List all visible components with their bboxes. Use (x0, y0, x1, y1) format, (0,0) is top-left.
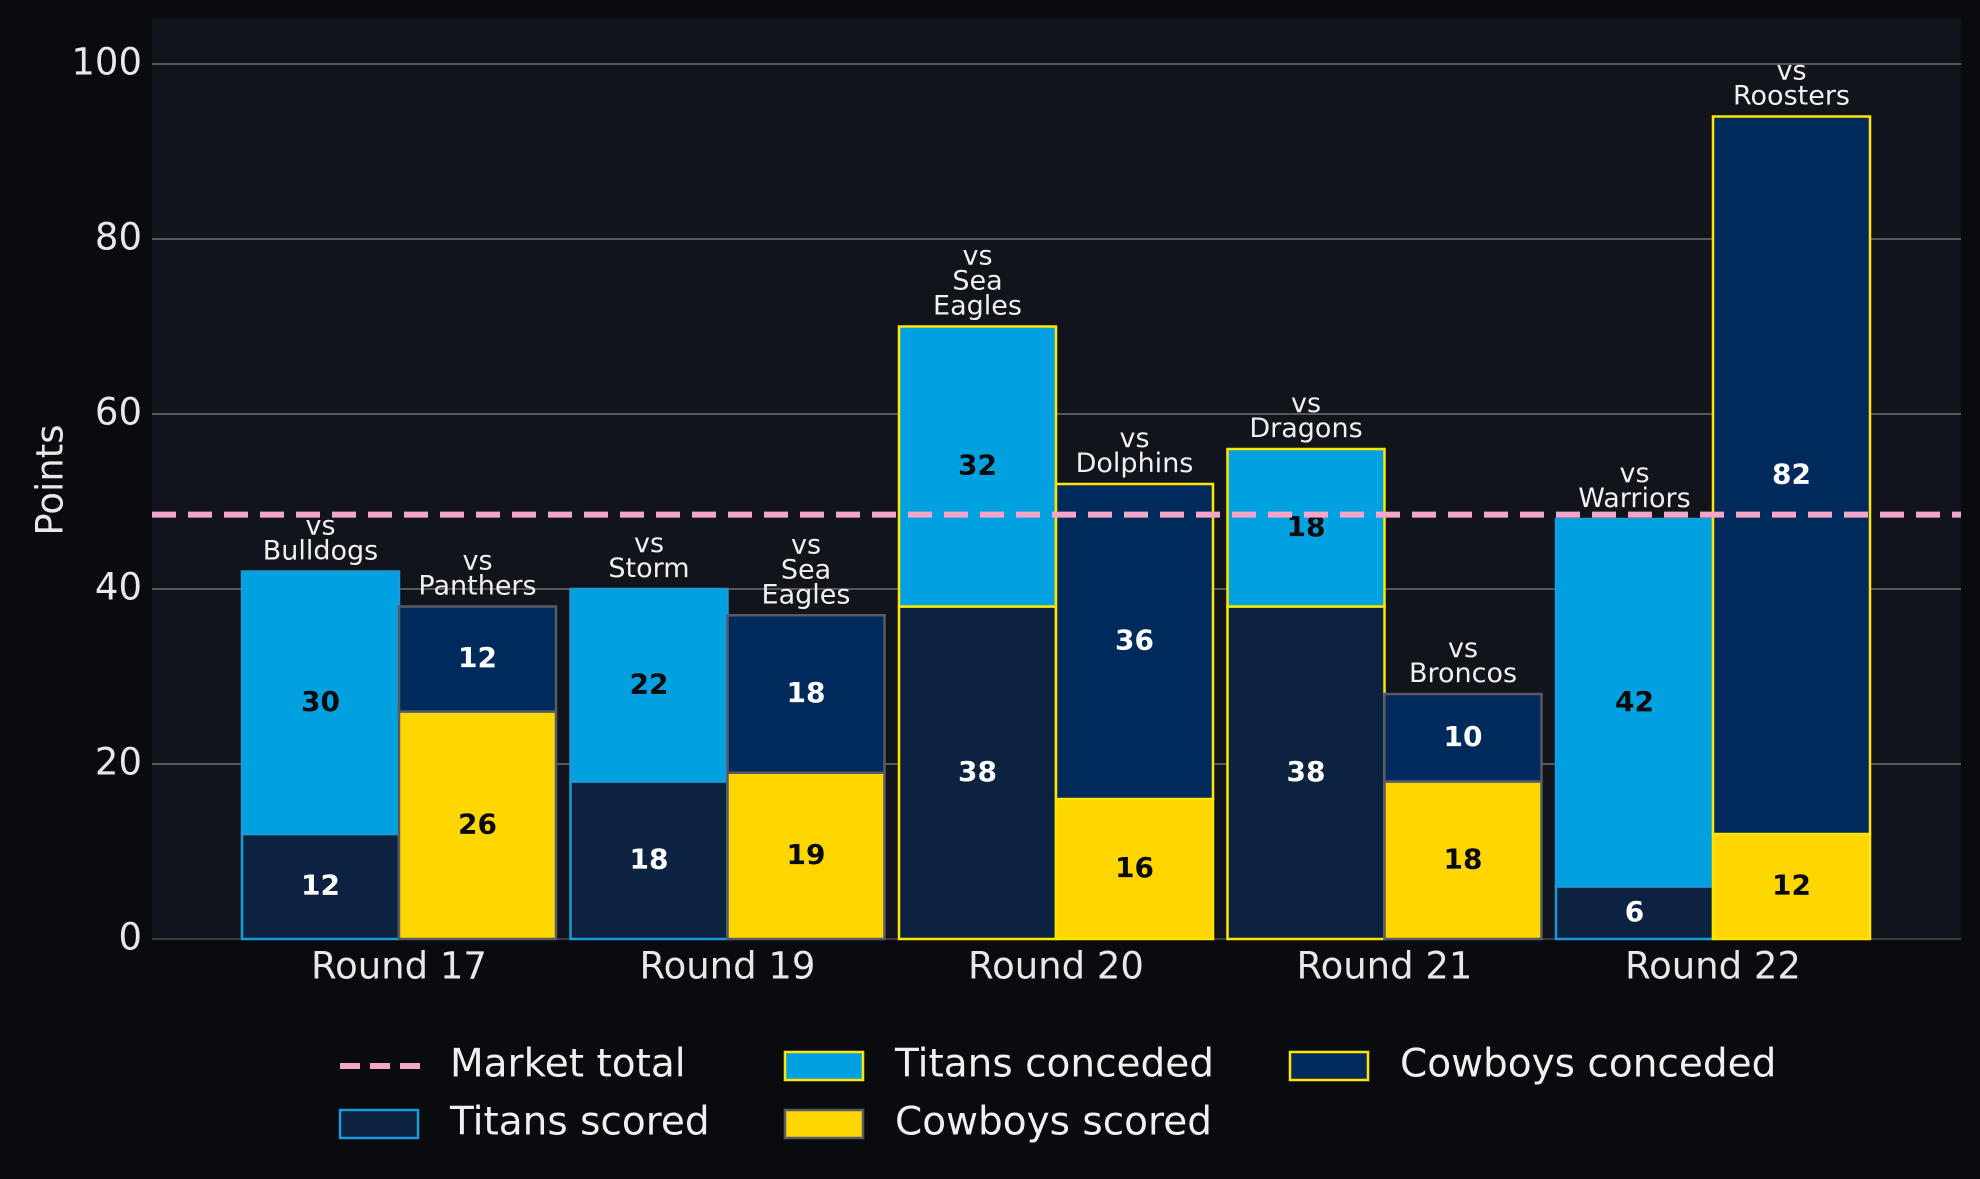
cowboys-bar-1: 19 18 vs Sea Eagles (726, 529, 886, 941)
cowboys-bar-0: 26 12 vs Panthers (397, 546, 558, 941)
y-tick-label: 20 (95, 741, 142, 784)
y-axis-label: Points (29, 424, 72, 535)
cowboys-conceded-value: 82 (1772, 457, 1811, 490)
cowboys-conceded-value: 12 (458, 641, 497, 674)
cowboys-opponent-label: vs Roosters (1733, 56, 1850, 112)
legend-label: Market total (450, 1042, 686, 1087)
y-tick-label: 60 (95, 391, 142, 434)
cowboys-opponent-label: vs Panthers (418, 546, 536, 602)
y-tick-label: 80 (95, 216, 142, 259)
legend-titans-conceded: Titans conceded (783, 1042, 1214, 1087)
legend-swatch (783, 1108, 865, 1140)
cowboys-opponent-label: vs Dolphins (1076, 423, 1194, 479)
titans-bar-4: 6 42 vs Warriors (1554, 458, 1715, 941)
x-tick-label: Round 17 (311, 945, 487, 988)
titans-scored-value: 18 (630, 842, 669, 875)
cowboys-conceded-value: 36 (1115, 624, 1154, 657)
titans-conceded-value: 22 (630, 667, 669, 700)
titans-conceded-segment (897, 325, 1058, 608)
legend-cowboys-conceded: Cowboys conceded (1288, 1042, 1776, 1087)
titans-conceded-value: 30 (301, 685, 340, 718)
cowboys-opponent-label: vs Broncos (1409, 633, 1517, 689)
cowboys-conceded-value: 10 (1444, 720, 1483, 753)
cowboys-scored-value: 16 (1115, 851, 1154, 884)
legend-label: Titans conceded (894, 1042, 1214, 1087)
titans-scored-value: 38 (1287, 755, 1326, 788)
x-tick-label: Round 20 (968, 945, 1144, 988)
titans-scored-segment (897, 605, 1058, 941)
x-tick-label: Round 21 (1297, 945, 1473, 988)
legend-label: Titans scored (449, 1100, 710, 1145)
legend-market-total: Market total (340, 1042, 686, 1087)
cowboys-bar-2: 16 36 vs Dolphins (1054, 423, 1215, 941)
legend: Market total Titans scored Titans conceded… (338, 1042, 1776, 1145)
y-tick-label: 0 (118, 916, 142, 959)
titans-opponent-label: vs Storm (608, 528, 689, 584)
titans-conceded-segment (1226, 447, 1386, 608)
legend-cowboys-scored: Cowboys scored (783, 1100, 1212, 1145)
titans-opponent-label: vs Sea Eagles (933, 241, 1022, 322)
titans-opponent-label: vs Bulldogs (263, 511, 379, 567)
cowboys-scored-value: 19 (787, 838, 826, 871)
cowboys-opponent-label: vs Sea Eagles (762, 529, 851, 610)
legend-label: Cowboys conceded (1400, 1042, 1776, 1087)
titans-conceded-segment (1554, 517, 1715, 888)
y-tick-label: 100 (71, 41, 142, 84)
cowboys-conceded-segment (1054, 482, 1215, 801)
cowboys-scored-segment (1383, 780, 1543, 941)
titans-conceded-value: 42 (1615, 685, 1654, 718)
legend-label: Cowboys scored (895, 1100, 1212, 1145)
cowboys-conceded-segment (726, 614, 886, 774)
cowboys-scored-segment (726, 771, 886, 941)
titans-scored-segment (1226, 605, 1386, 941)
y-tick-label: 40 (95, 566, 142, 609)
cowboys-bar-3: 18 10 vs Broncos (1383, 633, 1543, 941)
titans-bar-2: 38 32 vs Sea Eagles (897, 241, 1058, 941)
titans-opponent-label: vs Dragons (1249, 388, 1362, 444)
x-axis-ticks: Round 17 Round 19 Round 20 Round 21 Round 22 (311, 945, 1801, 988)
x-tick-label: Round 19 (640, 945, 816, 988)
cowboys-conceded-segment (397, 605, 558, 713)
cowboys-conceded-segment (1711, 115, 1872, 836)
y-axis-ticks: 0 20 40 60 80 100 (71, 41, 142, 959)
legend-swatch (1288, 1050, 1370, 1082)
titans-conceded-value: 32 (958, 449, 997, 482)
titans-conceded-segment (569, 587, 729, 783)
legend-swatch (783, 1050, 865, 1082)
cowboys-scored-segment (397, 710, 558, 941)
cowboys-conceded-segment (1383, 692, 1543, 783)
titans-bar-0: 12 30 vs Bulldogs (240, 511, 401, 941)
legend-swatch (338, 1108, 420, 1140)
legend-titans-scored: Titans scored (338, 1100, 710, 1145)
cowboys-bar-4: 12 82 vs Roosters (1711, 56, 1872, 941)
titans-scored-value: 6 (1625, 895, 1644, 928)
x-tick-label: Round 22 (1625, 945, 1801, 988)
titans-scored-segment (240, 832, 401, 941)
titans-opponent-label: vs Warriors (1578, 458, 1690, 514)
cowboys-scored-value: 12 (1772, 869, 1811, 902)
cowboys-conceded-value: 18 (787, 676, 826, 709)
titans-scored-value: 38 (958, 755, 997, 788)
titans-bar-1: 18 22 vs Storm (569, 528, 729, 941)
cowboys-scored-value: 18 (1444, 842, 1483, 875)
titans-scored-segment (569, 780, 729, 941)
cowboys-scored-segment (1711, 832, 1872, 941)
cowboys-scored-value: 26 (458, 807, 497, 840)
titans-scored-value: 12 (301, 869, 340, 902)
